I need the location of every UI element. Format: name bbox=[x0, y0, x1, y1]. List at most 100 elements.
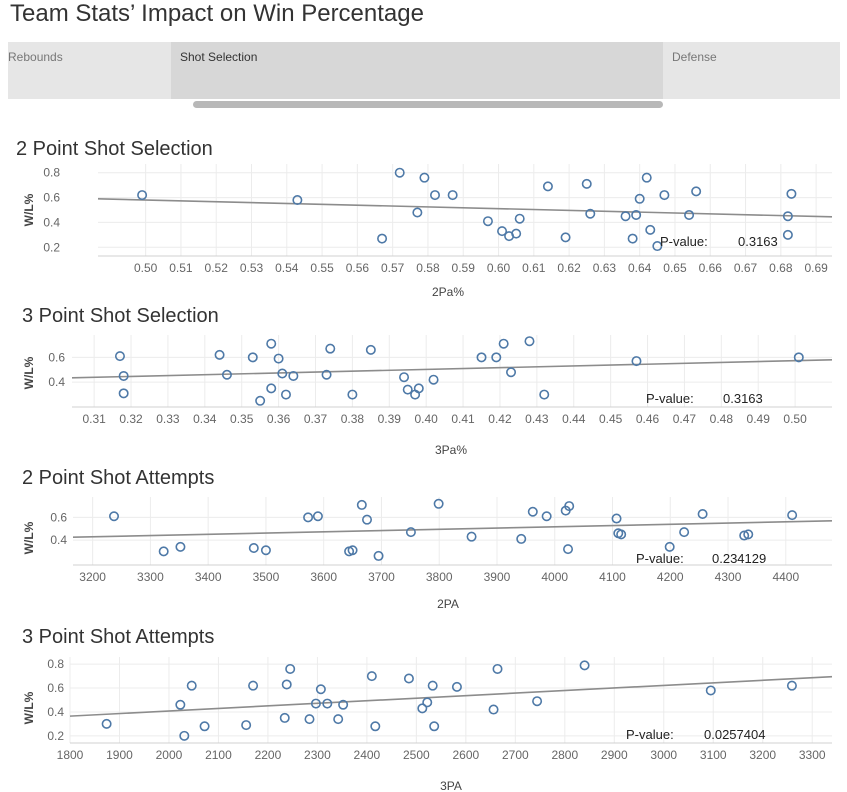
x-tick-label: 0.37 bbox=[304, 412, 328, 426]
x-tick-label: 0.69 bbox=[804, 261, 828, 275]
data-point bbox=[175, 699, 186, 710]
pvalue-label: P-value: bbox=[626, 727, 674, 742]
tab-bar: Rebounds Shot Selection Defense bbox=[8, 42, 840, 99]
tab-defense-label: Defense bbox=[672, 50, 717, 64]
data-point bbox=[616, 529, 627, 540]
data-point bbox=[542, 181, 553, 192]
data-point bbox=[255, 395, 266, 406]
x-tick-label: 0.39 bbox=[378, 412, 402, 426]
x-tick-label: 0.35 bbox=[230, 412, 254, 426]
data-point bbox=[241, 720, 252, 731]
data-point bbox=[511, 228, 522, 239]
tab-shot-selection[interactable]: Shot Selection bbox=[171, 42, 663, 99]
x-tick-label: 2400 bbox=[354, 748, 381, 762]
x-tick-label: 0.67 bbox=[734, 261, 758, 275]
data-point bbox=[158, 546, 169, 557]
x-tick-label: 0.48 bbox=[710, 412, 734, 426]
y-axis-label: W/L% bbox=[22, 521, 36, 554]
y-tick-label: 0.6 bbox=[50, 510, 67, 524]
x-tick-label: 0.38 bbox=[341, 412, 365, 426]
data-point bbox=[405, 527, 416, 538]
data-point bbox=[277, 368, 288, 379]
data-point bbox=[524, 336, 535, 347]
data-point bbox=[310, 698, 321, 709]
data-point bbox=[491, 352, 502, 363]
data-point bbox=[466, 531, 477, 542]
chart-3pt-shot-attempts-svg: 3 Point Shot Attempts 1800 1900 2000 2100 220… bbox=[22, 626, 833, 792]
tab-defense[interactable]: Defense bbox=[664, 42, 840, 99]
x-tick-label: 0.33 bbox=[156, 412, 180, 426]
data-point bbox=[312, 511, 323, 522]
x-tick-label: 0.65 bbox=[663, 261, 687, 275]
data-point bbox=[579, 660, 590, 671]
data-point bbox=[186, 680, 197, 691]
y-tick-label: 0.6 bbox=[43, 191, 60, 205]
chart-title: 2 Point Shot Selection bbox=[16, 138, 213, 160]
data-point bbox=[419, 172, 430, 183]
data-point bbox=[417, 703, 428, 714]
data-point bbox=[179, 730, 190, 741]
pvalue-value: 0.3163 bbox=[723, 391, 763, 406]
pvalue-label: P-value: bbox=[660, 234, 708, 249]
data-point bbox=[516, 533, 527, 544]
data-point bbox=[422, 697, 433, 708]
data-point bbox=[611, 513, 622, 524]
data-point bbox=[365, 344, 376, 355]
data-point bbox=[248, 680, 259, 691]
x-tick-label: 2300 bbox=[304, 748, 331, 762]
x-tick-label: 2800 bbox=[551, 748, 578, 762]
x-tick-label: 0.50 bbox=[783, 412, 807, 426]
data-point bbox=[399, 372, 410, 383]
trend-line bbox=[71, 359, 833, 379]
x-tick-label: 1900 bbox=[106, 748, 133, 762]
data-point bbox=[433, 498, 444, 509]
data-point bbox=[214, 349, 225, 360]
data-point bbox=[514, 213, 525, 224]
data-point bbox=[428, 374, 439, 385]
data-point bbox=[641, 172, 652, 183]
x-tick-label: 0.53 bbox=[240, 261, 264, 275]
data-point bbox=[266, 338, 277, 349]
data-point bbox=[679, 527, 690, 538]
tab-rebounds[interactable]: Rebounds bbox=[8, 42, 171, 99]
y-axis-label: W/L% bbox=[22, 356, 36, 389]
trend-line bbox=[97, 198, 833, 218]
data-point bbox=[347, 389, 358, 400]
x-tick-label: 0.58 bbox=[416, 261, 440, 275]
data-point bbox=[175, 541, 186, 552]
data-point bbox=[664, 541, 675, 552]
data-point bbox=[652, 241, 663, 252]
x-tick-label: 0.47 bbox=[673, 412, 697, 426]
data-point bbox=[118, 370, 129, 381]
y-tick-label: 0.6 bbox=[47, 681, 64, 695]
data-point bbox=[492, 663, 503, 674]
data-point bbox=[634, 193, 645, 204]
x-tick-label: 3700 bbox=[368, 570, 395, 584]
tab-scrollbar[interactable] bbox=[193, 101, 663, 108]
data-point bbox=[325, 343, 336, 354]
data-point bbox=[403, 673, 414, 684]
x-tick-label: 0.55 bbox=[310, 261, 334, 275]
x-tick-label: 2200 bbox=[255, 748, 282, 762]
x-tick-label: 3400 bbox=[195, 570, 222, 584]
data-point bbox=[581, 178, 592, 189]
y-tick-label: 0.2 bbox=[43, 240, 60, 254]
x-tick-label: 3500 bbox=[253, 570, 280, 584]
data-point bbox=[563, 544, 574, 555]
data-point bbox=[793, 352, 804, 363]
x-tick-label: 2500 bbox=[403, 748, 430, 762]
x-tick-label: 4300 bbox=[715, 570, 742, 584]
x-tick-label: 0.66 bbox=[699, 261, 723, 275]
data-point bbox=[114, 351, 125, 362]
x-tick-label: 0.40 bbox=[414, 412, 438, 426]
x-tick-label: 2700 bbox=[502, 748, 529, 762]
data-point bbox=[645, 224, 656, 235]
data-point bbox=[304, 714, 315, 725]
data-point bbox=[373, 550, 384, 561]
data-point bbox=[279, 712, 290, 723]
data-point bbox=[684, 209, 695, 220]
data-point bbox=[498, 338, 509, 349]
data-point bbox=[248, 543, 259, 554]
x-tick-label: 3200 bbox=[749, 748, 776, 762]
x-tick-label: 2000 bbox=[156, 748, 183, 762]
